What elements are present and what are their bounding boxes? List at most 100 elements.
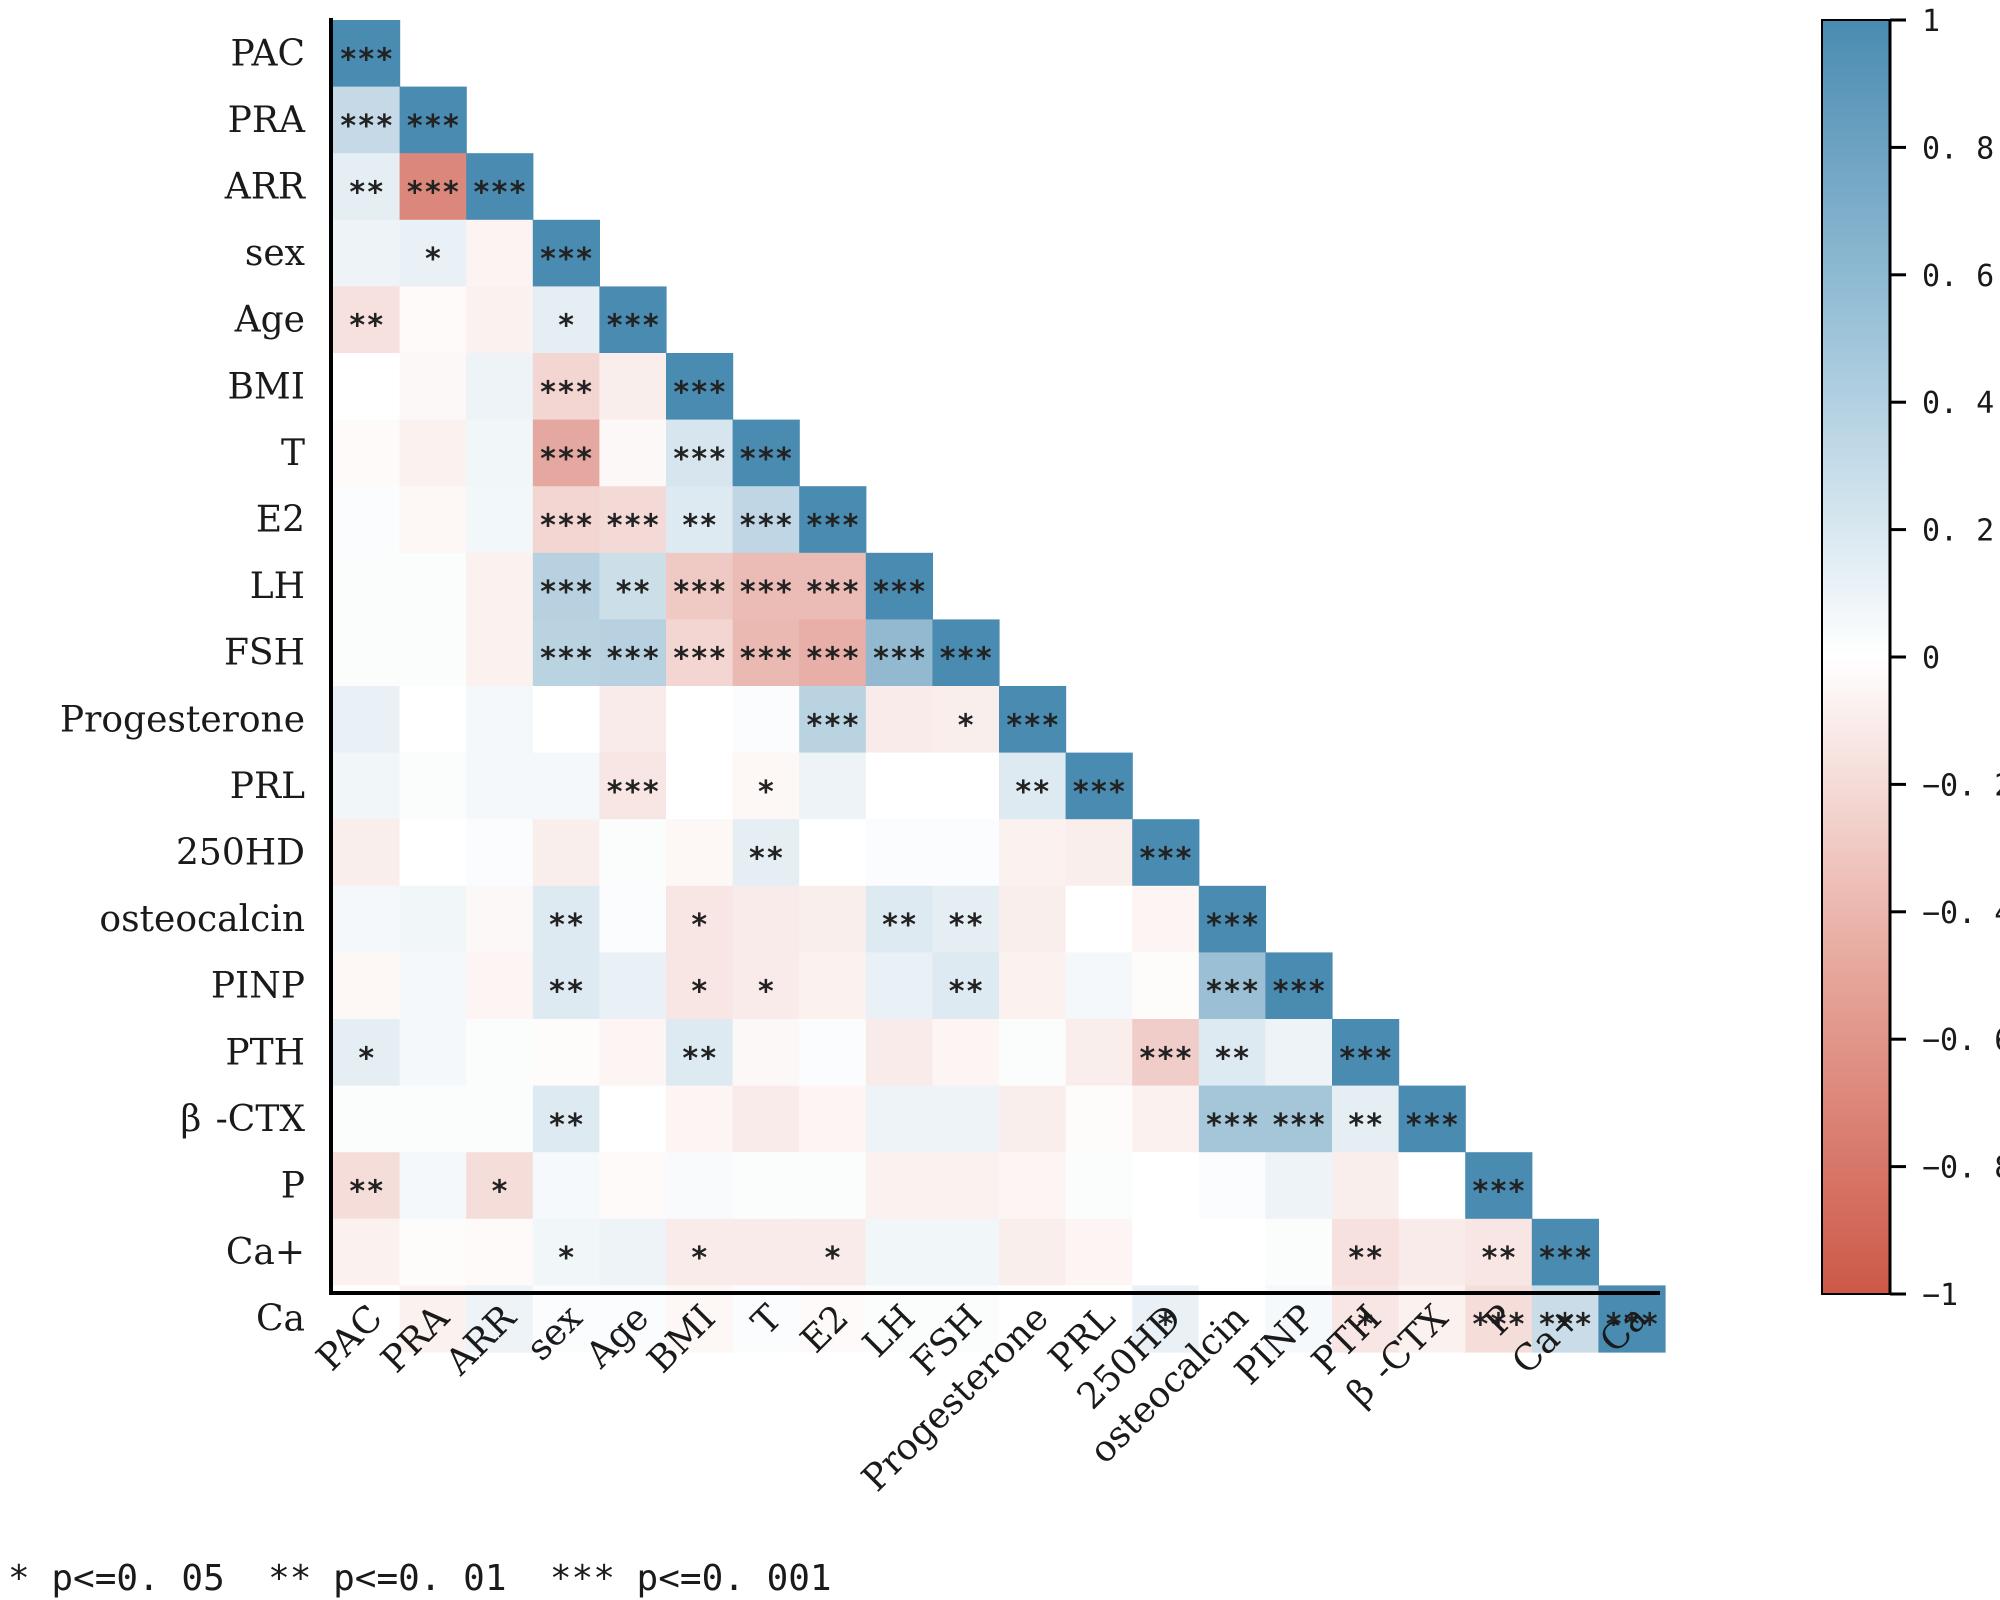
significance-mark-15-15: ***	[1338, 1041, 1392, 1076]
heatmap-cell-3-1	[399, 219, 467, 287]
significance-mark-3-3: ***	[539, 242, 593, 277]
heatmap-cell-17-6	[732, 1152, 800, 1220]
heatmap-cell-6-3	[532, 419, 600, 487]
heatmap-cell-18-12	[1132, 1218, 1200, 1286]
colorbar-gradient	[1821, 19, 1891, 1295]
significance-mark-19-12: *	[1156, 1308, 1174, 1343]
significance-mark-7-6: ***	[739, 509, 793, 544]
heatmap-cell-15-5	[666, 1019, 734, 1087]
significance-mark-15-0: *	[357, 1041, 375, 1076]
heatmap-cell-12-1	[399, 819, 467, 887]
heatmap-cell-13-10	[999, 885, 1067, 953]
heatmap-cell-15-15	[1332, 1019, 1400, 1087]
heatmap-cell-19-14	[1265, 1285, 1333, 1353]
heatmap-cell-17-11	[1065, 1152, 1133, 1220]
heatmap-cell-18-2	[466, 1218, 534, 1286]
heatmap-cell-16-3	[532, 1085, 600, 1153]
significance-mark-3-1: *	[424, 242, 442, 277]
colorbar-ticks: 1 0. 8 0. 6 0. 4 0. 2 0 −0. 2 −0. 4 −0. 6 −0. 8 −1	[1890, 4, 2000, 1313]
significance-mark-8-3: ***	[539, 575, 593, 610]
significance-mark-13-8: **	[881, 908, 917, 943]
heatmap-cell-18-15	[1332, 1218, 1400, 1286]
heatmap-cell-4-0	[333, 286, 401, 354]
significance-mark-19-18: ***	[1538, 1308, 1592, 1343]
heatmap-cell-14-12	[1132, 952, 1200, 1020]
heatmap-cell-5-2	[466, 353, 534, 421]
heatmap-cell-5-1	[399, 353, 467, 421]
significance-mark-18-7: *	[823, 1241, 841, 1276]
significance-mark-19-17: ***	[1471, 1308, 1525, 1343]
heatmap-cell-13-5	[666, 885, 734, 953]
heatmap-cell-14-6	[732, 952, 800, 1020]
heatmap-cell-9-8	[865, 619, 933, 687]
row-label-12: 250HD	[176, 833, 305, 874]
heatmap-cell-17-2	[466, 1152, 534, 1220]
heatmap-cell-17-17	[1465, 1152, 1533, 1220]
significance-mark-18-15: **	[1347, 1241, 1383, 1276]
heatmap-cell-15-0	[333, 1019, 401, 1087]
heatmap-cell-5-5	[666, 353, 734, 421]
heatmap-cell-8-8	[865, 552, 933, 620]
heatmap-cell-18-14	[1265, 1218, 1333, 1286]
heatmap-cell-10-4	[599, 686, 667, 754]
heatmap-cell-13-3	[532, 885, 600, 953]
significance-mark-17-17: ***	[1471, 1175, 1525, 1210]
heatmap-cell-7-0	[333, 486, 401, 554]
significance-mark-8-8: ***	[872, 575, 926, 610]
heatmap-cell-9-9	[932, 619, 1000, 687]
heatmap-cell-18-7	[799, 1218, 867, 1286]
heatmap-cell-14-13	[1198, 952, 1266, 1020]
significance-mark-4-3: *	[557, 309, 575, 344]
heatmap-cell-3-3	[532, 219, 600, 287]
heatmap-cell-8-5	[666, 552, 734, 620]
heatmap-cell-8-0	[333, 552, 401, 620]
heatmap-cell-19-10	[999, 1285, 1067, 1353]
significance-mark-1-1: ***	[406, 109, 460, 144]
heatmap-cell-4-3	[532, 286, 600, 354]
heatmap-cell-14-2	[466, 952, 534, 1020]
heatmap-cell-19-18	[1531, 1285, 1599, 1353]
heatmap-cell-12-12	[1132, 819, 1200, 887]
significance-mark-10-9: *	[957, 708, 975, 743]
heatmap-cell-11-11	[1065, 752, 1133, 820]
heatmap-cell-16-12	[1132, 1085, 1200, 1153]
heatmap-cell-17-3	[532, 1152, 600, 1220]
heatmap-cell-10-10	[999, 686, 1067, 754]
heatmap-cell-13-8	[865, 885, 933, 953]
row-label-3: sex	[245, 233, 305, 274]
significance-mark-11-11: ***	[1072, 775, 1126, 810]
significance-mark-11-4: ***	[606, 775, 660, 810]
heatmap-cell-16-1	[399, 1085, 467, 1153]
row-label-13: osteocalcin	[99, 899, 305, 940]
significance-mark-19-19: ***	[1605, 1308, 1659, 1343]
heatmap-cell-18-5	[666, 1218, 734, 1286]
significance-mark-16-14: ***	[1272, 1108, 1326, 1143]
significance-mark-13-3: **	[548, 908, 584, 943]
heatmap-cell-14-0	[333, 952, 401, 1020]
heatmap-cell-10-2	[466, 686, 534, 754]
heatmap-cell-16-14	[1265, 1085, 1333, 1153]
heatmap-cell-16-13	[1198, 1085, 1266, 1153]
heatmap-cell-4-1	[399, 286, 467, 354]
heatmap-cell-19-8	[865, 1285, 933, 1353]
heatmap-cell-7-2	[466, 486, 534, 554]
heatmap-cell-9-1	[399, 619, 467, 687]
heatmap-cell-17-4	[599, 1152, 667, 1220]
heatmap-cell-18-13	[1198, 1218, 1266, 1286]
heatmap-cell-19-19	[1598, 1285, 1666, 1353]
heatmap-cell-19-15	[1332, 1285, 1400, 1353]
heatmap-cell-17-10	[999, 1152, 1067, 1220]
heatmap-cell-18-18	[1531, 1218, 1599, 1286]
heatmap-cell-19-4	[599, 1285, 667, 1353]
significance-mark-15-13: **	[1214, 1041, 1250, 1076]
heatmap-cell-19-2	[466, 1285, 534, 1353]
row-label-15: PTH	[225, 1032, 305, 1073]
heatmap-cell-7-5	[666, 486, 734, 554]
heatmap-cell-4-2	[466, 286, 534, 354]
heatmap-cell-0-0	[333, 20, 401, 88]
heatmap-cell-9-7	[799, 619, 867, 687]
significance-mark-19-15: *	[1356, 1308, 1374, 1343]
significance-mark-6-6: ***	[739, 442, 793, 477]
significance-mark-10-10: ***	[1005, 708, 1059, 743]
significance-mark-9-6: ***	[739, 642, 793, 677]
